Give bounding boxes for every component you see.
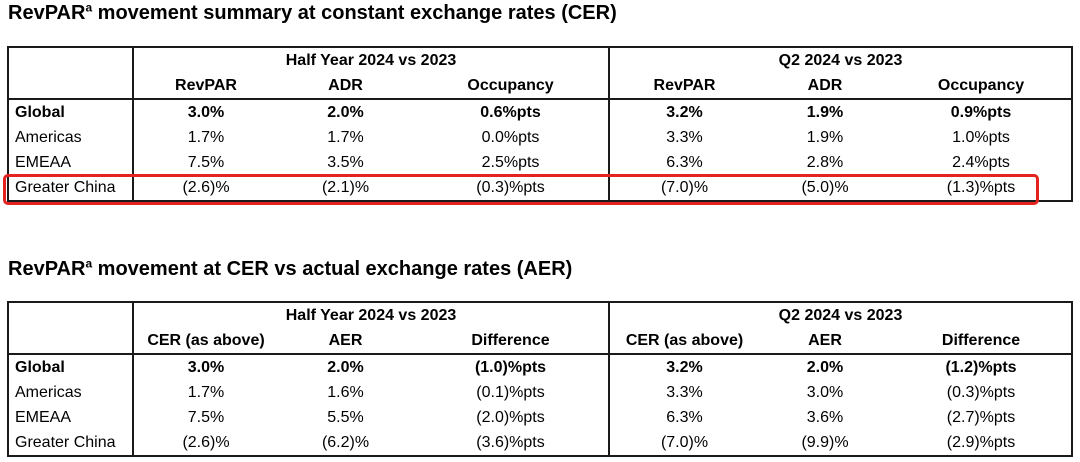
cell-value: 2.8%: [806, 154, 844, 171]
title-footnote-superscript: a: [85, 256, 93, 271]
cer-vs-aer-title: RevPARa movement at CER vs actual exchan…: [8, 256, 573, 281]
corner-cell: [8, 302, 134, 355]
group-header-row: Half Year 2024 vs 2023 Q2 2024 vs 2023: [8, 47, 1073, 100]
cell-value: 1.9%: [806, 104, 844, 121]
title-base-text: RevPAR: [8, 2, 86, 24]
cell-value: 2.0%: [327, 359, 364, 376]
cell-value: 0.9%pts: [950, 104, 1012, 121]
cell-value: (3.6)%pts: [476, 434, 545, 451]
cell-value: (2.1)%: [321, 179, 370, 196]
cell-value: (0.3)%pts: [946, 384, 1016, 401]
group-header-half-year: Half Year 2024 vs 2023: [285, 307, 457, 324]
table-row-global: Global 3.0% 2.0% (1.0)%pts 3.2% 2.0% (1.…: [8, 354, 1072, 380]
cell-value: 1.9%: [806, 129, 844, 146]
table-row-global: Global 3.0% 2.0% 0.6%pts 3.2% 1.9% 0.9%p…: [8, 99, 1072, 125]
column-header-row: RevPAR ADR Occupancy RevPAR ADR Occupanc…: [8, 73, 1073, 100]
table-row-americas: Americas 1.7% 1.6% (0.1)%pts 3.3% 3.0% (…: [8, 380, 1072, 405]
group-header-q2: Q2 2024 vs 2023: [608, 47, 1073, 73]
row-label: Greater China: [8, 175, 134, 201]
cell-value: (2.6)%: [182, 434, 230, 451]
group-header-row: Half Year 2024 vs 2023 Q2 2024 vs 2023: [8, 302, 1073, 355]
cell-value: 3.3%: [608, 125, 760, 150]
row-label: EMEAA: [8, 150, 134, 175]
col-header-cer-q2: CER (as above): [608, 328, 760, 355]
col-header-occupancy-q2: Occupancy: [891, 73, 1073, 100]
cer-summary-table: Half Year 2024 vs 2023 Q2 2024 vs 2023 R…: [7, 46, 1074, 202]
row-label: Global: [8, 99, 134, 125]
cell-value: (1.0)%pts: [474, 359, 547, 376]
col-header-difference-q2: Difference: [891, 328, 1073, 355]
cer-summary-title: RevPARa movement summary at constant exc…: [8, 0, 617, 25]
table-row-greater-china: Greater China (2.6)% (2.1)% (0.3)%pts (7…: [8, 175, 1072, 201]
cell-value: (2.9)%pts: [946, 434, 1016, 451]
cell-value: 3.6%: [806, 409, 844, 426]
cell-value: (0.3)%pts: [476, 179, 545, 196]
column-header-row: CER (as above) AER Difference CER (as ab…: [8, 328, 1073, 355]
cell-value: (6.2)%: [321, 434, 370, 451]
col-header-revpar-q2: RevPAR: [608, 73, 760, 100]
cell-value: (2.0)%pts: [476, 409, 545, 426]
cell-value: 6.3%: [608, 150, 760, 175]
cer-vs-aer-table-wrap: Half Year 2024 vs 2023 Q2 2024 vs 2023 C…: [7, 301, 1074, 457]
cell-value: 2.4%pts: [952, 154, 1010, 171]
cell-value: (1.2)%pts: [945, 359, 1017, 376]
title-base-text: RevPAR: [8, 258, 86, 280]
cell-value: 3.3%: [608, 380, 760, 405]
cell-value: 2.0%: [327, 104, 364, 121]
cer-summary-table-wrap: Half Year 2024 vs 2023 Q2 2024 vs 2023 R…: [7, 46, 1074, 202]
row-label: Americas: [8, 380, 134, 405]
cell-value: 3.5%: [327, 154, 364, 171]
row-label: Greater China: [8, 430, 134, 456]
col-header-adr-q2: ADR: [759, 73, 892, 100]
col-header-difference-hy: Difference: [413, 328, 610, 355]
cell-value: (0.1)%pts: [476, 384, 545, 401]
cell-value: 3.0%: [187, 359, 225, 376]
col-header-occupancy-hy: Occupancy: [413, 73, 610, 100]
group-header-half-year: Half Year 2024 vs 2023: [285, 52, 457, 69]
title-rest-text: movement summary at constant exchange ra…: [92, 2, 617, 24]
cell-value: 1.7%: [187, 384, 225, 401]
cell-value: 0.0%pts: [481, 129, 540, 146]
cell-value: (9.9)%: [801, 434, 849, 451]
title-rest-text: movement at CER vs actual exchange rates…: [92, 258, 573, 280]
cell-value: 3.2%: [608, 354, 760, 380]
title-footnote-superscript: a: [85, 0, 93, 15]
cell-value: (1.3)%pts: [946, 179, 1016, 196]
cell-value: (2.6)%: [182, 179, 230, 196]
cell-value: 3.0%: [806, 384, 844, 401]
cell-value: 6.3%: [608, 405, 760, 430]
cell-value: 0.6%pts: [480, 104, 541, 121]
row-label: EMEAA: [8, 405, 134, 430]
row-label: Global: [8, 354, 134, 380]
table-row-greater-china: Greater China (2.6)% (6.2)% (3.6)%pts (7…: [8, 430, 1072, 456]
cell-value: (7.0)%: [608, 175, 760, 201]
cell-value: 7.5%: [187, 409, 225, 426]
cell-value: 1.6%: [327, 384, 364, 401]
cell-value: 1.7%: [327, 129, 364, 146]
cell-value: 7.5%: [187, 154, 225, 171]
cell-value: (5.0)%: [801, 179, 849, 196]
group-header-q2: Q2 2024 vs 2023: [608, 302, 1073, 328]
cer-vs-aer-table: Half Year 2024 vs 2023 Q2 2024 vs 2023 C…: [7, 301, 1074, 457]
cell-value: 3.0%: [187, 104, 225, 121]
cell-value: 2.5%pts: [481, 154, 540, 171]
col-header-aer-q2: AER: [759, 328, 892, 355]
col-header-cer-hy: CER (as above): [133, 328, 278, 355]
col-header-aer-hy: AER: [278, 328, 413, 355]
cell-value: 5.5%: [327, 409, 364, 426]
table-row-americas: Americas 1.7% 1.7% 0.0%pts 3.3% 1.9% 1.0…: [8, 125, 1072, 150]
cell-value: (2.7)%pts: [946, 409, 1016, 426]
cell-value: 2.0%: [806, 359, 844, 376]
corner-cell: [8, 47, 134, 100]
col-header-revpar-hy: RevPAR: [133, 73, 278, 100]
col-header-adr-hy: ADR: [278, 73, 413, 100]
row-label: Americas: [8, 125, 134, 150]
cell-value: 3.2%: [608, 99, 760, 125]
table-row-emeaa: EMEAA 7.5% 3.5% 2.5%pts 6.3% 2.8% 2.4%pt…: [8, 150, 1072, 175]
table-row-emeaa: EMEAA 7.5% 5.5% (2.0)%pts 6.3% 3.6% (2.7…: [8, 405, 1072, 430]
cell-value: (7.0)%: [608, 430, 760, 456]
cell-value: 1.0%pts: [952, 129, 1010, 146]
cell-value: 1.7%: [187, 129, 225, 146]
